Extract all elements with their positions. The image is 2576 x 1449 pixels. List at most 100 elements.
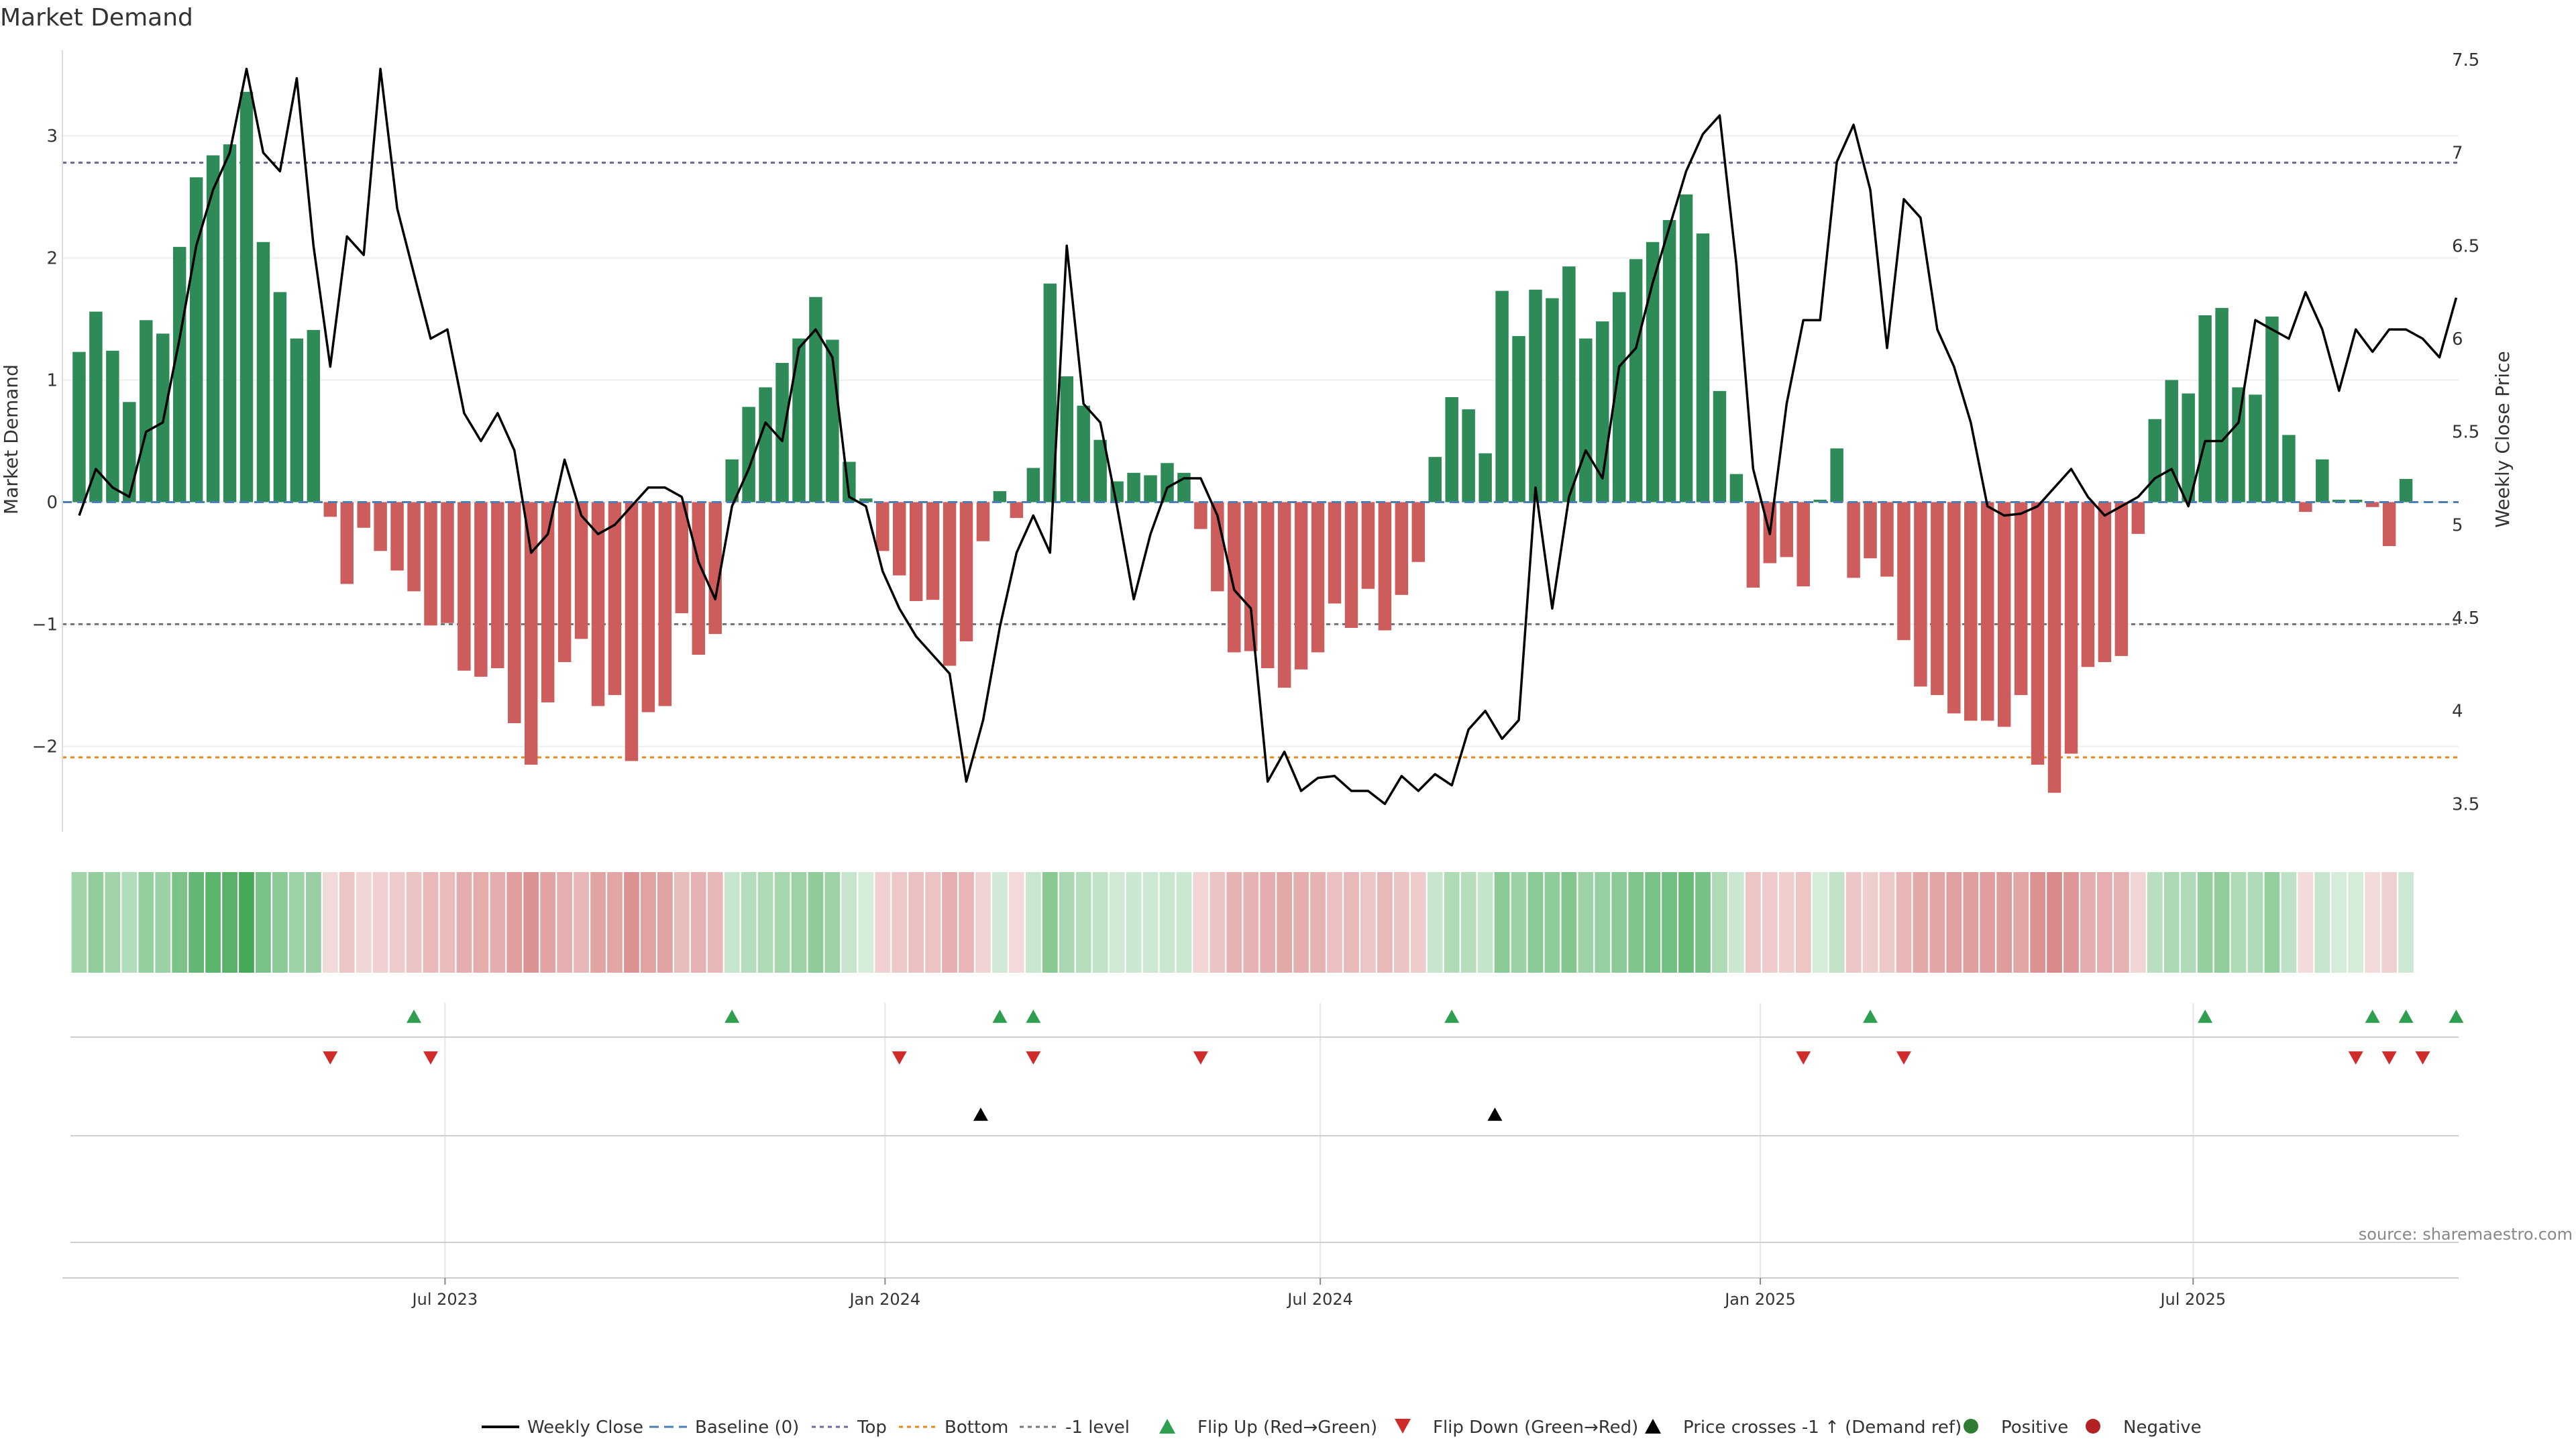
demand-bar: [1579, 338, 1593, 502]
flip-up-marker: [1863, 1010, 1878, 1023]
heat-cell: [1193, 872, 1209, 973]
demand-bar: [1729, 474, 1743, 502]
legend-item-label: Flip Down (Green→Red): [1433, 1417, 1638, 1438]
demand-bar: [172, 247, 186, 502]
demand-bar: [1813, 499, 1827, 502]
heat-cell: [439, 872, 455, 973]
heat-cell: [1645, 872, 1661, 973]
price-line-group: [78, 67, 2458, 806]
demand-bar: [2265, 316, 2279, 502]
heat-cell: [1929, 872, 1945, 973]
legend-item-label: Negative: [2123, 1417, 2202, 1438]
legend-item-label: -1 level: [1065, 1417, 1130, 1438]
demand-bar: [1880, 502, 1894, 577]
heat-cell: [959, 872, 974, 973]
demand-bar: [1161, 463, 1174, 502]
heat-cell: [791, 872, 807, 973]
y-tick-label: 1: [46, 370, 58, 390]
demand-bar: [809, 297, 822, 502]
heat-cell: [2348, 872, 2364, 973]
y2-tick-label: 6: [2452, 329, 2463, 350]
demand-bar: [1662, 220, 1676, 502]
heat-cell: [574, 872, 589, 973]
heat-cell: [1159, 872, 1175, 973]
heat-cell: [506, 872, 523, 973]
heat-cell: [925, 872, 941, 973]
heat-cell: [2113, 872, 2129, 973]
demand-bar: [2165, 380, 2178, 502]
demand-bar: [1864, 502, 1877, 559]
legend-item-label: Price crosses -1 ↑ (Demand ref): [1683, 1417, 1962, 1438]
heat-cell: [1778, 872, 1794, 973]
legend-item-label: Top: [857, 1417, 887, 1438]
heat-cell: [155, 872, 171, 973]
demand-bar: [1612, 292, 1626, 502]
heat-cell: [1745, 872, 1761, 973]
heat-cell: [2013, 872, 2029, 973]
heat-cell: [1243, 872, 1259, 973]
flip-up-marker: [1444, 1010, 1460, 1023]
demand-bar: [1010, 502, 1024, 519]
heat-cell: [2097, 872, 2112, 973]
demand-bar: [223, 144, 237, 502]
heat-cell: [2080, 872, 2096, 973]
demand-bar: [775, 363, 789, 502]
heat-cell: [540, 872, 556, 973]
heat-cell: [824, 872, 841, 973]
demand-bar: [1696, 233, 1710, 502]
x-tick-label: Jan 2025: [1723, 1290, 1796, 1309]
demand-bar: [574, 502, 588, 639]
demand-bar: [508, 502, 521, 723]
demand-bar: [1194, 502, 1208, 529]
heat-cell: [2214, 872, 2230, 973]
demand-bar: [1328, 502, 1342, 604]
demand-bar: [1277, 502, 1291, 688]
demand-bar: [591, 502, 605, 706]
legend-item-label: Positive: [2001, 1417, 2068, 1438]
heat-cell: [2381, 872, 2397, 973]
demand-bar: [792, 338, 806, 502]
demand-bar: [1026, 468, 1040, 502]
heat-cell: [975, 872, 991, 973]
heat-cell: [1075, 872, 1091, 973]
demand-bar: [1897, 502, 1911, 641]
demand-bar: [1211, 502, 1224, 592]
flip-up-marker: [992, 1010, 1008, 1023]
heat-cell: [557, 872, 572, 973]
demand-bar: [1462, 409, 1475, 502]
demand-bar: [1060, 376, 1073, 502]
x-tick-label: Jan 2024: [848, 1290, 920, 1309]
heat-cell: [858, 872, 874, 973]
flip-down-marker: [1026, 1051, 1041, 1065]
heat-cell: [423, 872, 439, 973]
heat-cell: [372, 872, 388, 973]
heat-cell: [2231, 872, 2247, 973]
flip-down-marker: [2348, 1051, 2363, 1065]
y2-axis-label: Weekly Close Price: [2491, 351, 2514, 527]
heat-cell: [1913, 872, 1929, 973]
demand-bar: [1127, 472, 1140, 502]
demand-bar: [1077, 405, 1090, 502]
flip-up-marker: [1026, 1010, 1041, 1023]
heat-cell: [2130, 872, 2146, 973]
legend-item-swatch: [1964, 1419, 1978, 1434]
demand-bar: [1546, 298, 1559, 502]
demand-bar: [1980, 502, 1994, 721]
demand-bar: [708, 502, 722, 635]
demand-bar: [1361, 502, 1375, 589]
flip-up-marker: [724, 1010, 740, 1023]
legend-item-label: Baseline (0): [695, 1417, 799, 1438]
legend-item-label: Weekly Close: [527, 1417, 643, 1438]
demand-bar: [2148, 419, 2161, 502]
demand-bar: [2332, 499, 2346, 502]
demand-bar: [1562, 266, 1576, 502]
heat-cell: [1393, 872, 1409, 973]
heat-cell: [1176, 872, 1192, 973]
heat-cell: [305, 872, 321, 973]
demand-bar: [340, 502, 354, 584]
legend-item-label: Flip Up (Red→Green): [1197, 1417, 1377, 1438]
heat-cell: [1126, 872, 1142, 973]
heat-cell: [1059, 872, 1075, 973]
demand-bar: [1746, 502, 1760, 588]
